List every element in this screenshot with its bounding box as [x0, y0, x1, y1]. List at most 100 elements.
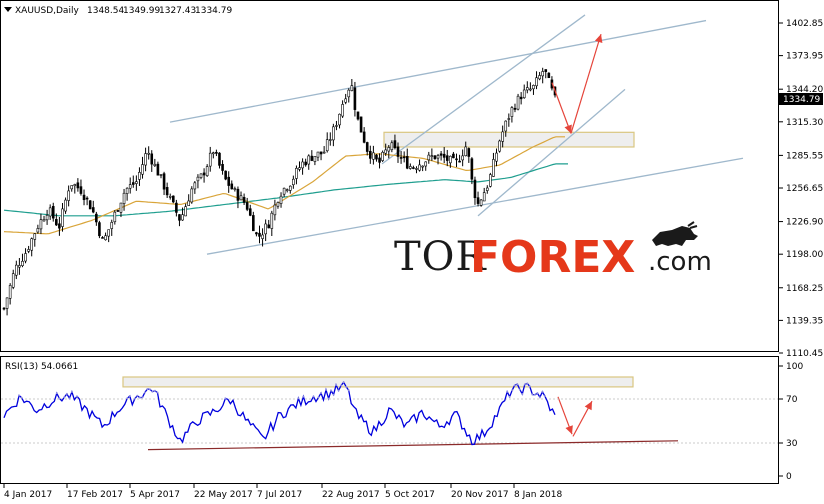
candle-body: [125, 187, 129, 194]
rsi-overbought-mark: [58, 397, 61, 400]
candle-body: [347, 89, 351, 98]
candle-body: [273, 204, 277, 216]
candle-body: [178, 214, 181, 221]
time-tick-label: 22 May 2017: [194, 490, 253, 500]
price-tick-label: 1315.30: [786, 118, 823, 128]
candle-body: [295, 168, 298, 179]
rsi-overbought-mark: [340, 384, 343, 387]
dropdown-triangle-icon[interactable]: [4, 7, 12, 12]
rsi-overbought-mark: [337, 389, 340, 392]
candle-body: [128, 184, 132, 189]
candle-body: [341, 104, 344, 117]
candle-body: [412, 167, 415, 169]
candle-body: [452, 153, 455, 159]
candle-body: [338, 113, 341, 126]
candle-body: [513, 107, 517, 110]
brand-forex: FOREX: [470, 232, 635, 283]
rsi-overbought-mark: [297, 397, 300, 400]
rsi-tick-label: 30: [786, 439, 798, 449]
rsi-overbought-mark: [513, 384, 516, 387]
candle-body: [264, 223, 267, 235]
candle-body: [449, 155, 452, 164]
rsi-support-line: [147, 440, 679, 451]
candle-body: [525, 87, 529, 91]
candle-body: [227, 176, 231, 186]
candle-body: [261, 234, 264, 239]
candle-body: [356, 111, 360, 120]
rsi-overbought-mark: [511, 389, 514, 392]
candle-body: [187, 200, 190, 206]
rsi-overbought-mark: [506, 390, 509, 393]
candle-body: [48, 207, 52, 217]
candle-body: [430, 155, 434, 157]
rsi-overbought-mark: [65, 392, 68, 395]
candle-body: [212, 152, 215, 155]
candle-body: [242, 197, 246, 203]
bull-icon: [652, 221, 698, 246]
rsi-overbought-mark: [126, 397, 129, 400]
rsi-overbought-mark: [141, 396, 144, 399]
candle-body: [248, 208, 252, 216]
time-tick-label: 7 Jul 2017: [257, 490, 302, 500]
rsi-overbought-mark: [541, 390, 544, 393]
rsi-panel-frame: [0, 356, 779, 484]
candle-body: [193, 182, 197, 190]
rsi-overbought-mark: [18, 394, 21, 397]
candle-body: [218, 152, 221, 166]
rsi-line: [3, 381, 556, 446]
price-tick-label: 1110.45: [786, 349, 823, 359]
candle-body: [15, 264, 18, 276]
candle-body: [236, 188, 240, 201]
candle-body: [73, 184, 77, 187]
rsi-overbought-mark: [63, 396, 66, 399]
candle-body: [165, 187, 169, 196]
candle-body: [313, 156, 317, 162]
rsi-overbought-mark: [508, 395, 511, 398]
candle-body: [70, 185, 74, 190]
candle-body: [522, 89, 526, 99]
forecast-arrows: [551, 33, 603, 437]
candle-body: [39, 219, 43, 230]
rsi-overbought-mark: [543, 395, 546, 398]
rsi-overbought-mark: [143, 391, 146, 394]
time-tick-label: 5 Apr 2017: [130, 490, 180, 500]
candle-body: [516, 95, 520, 110]
rsi-overbought-mark: [317, 396, 320, 399]
candle-body: [399, 157, 403, 159]
candle-body: [138, 172, 141, 180]
rsi-overbought-mark: [516, 383, 519, 386]
candle-body: [67, 190, 70, 201]
rsi-overbought-mark: [521, 392, 524, 395]
candle-body: [79, 186, 83, 194]
current-price-label: 1334.79: [783, 95, 820, 105]
rsi-overbought-mark: [224, 397, 227, 400]
candle-body: [529, 88, 532, 91]
candle-body: [245, 202, 249, 210]
rsi-overbought-mark: [70, 390, 73, 393]
candle-body: [61, 208, 64, 227]
candle-body: [285, 189, 289, 191]
candle-body: [433, 155, 437, 160]
candle-body: [498, 140, 501, 152]
candle-body: [544, 69, 548, 72]
candle-body: [292, 178, 295, 186]
candle-body: [335, 125, 338, 127]
price-tick-label: 1168.25: [786, 284, 823, 294]
candle-body: [168, 195, 172, 198]
candle-body: [270, 212, 274, 229]
candle-body: [255, 232, 258, 235]
rsi-overbought-mark: [302, 395, 305, 398]
candle-body: [365, 142, 369, 152]
candlesticks: [2, 67, 557, 316]
candle-body: [415, 168, 418, 170]
rsi-layer: [1, 376, 778, 451]
candle-body: [369, 150, 372, 159]
candle-body: [5, 297, 9, 309]
candle-body: [519, 96, 523, 100]
candle-body: [11, 273, 15, 288]
rsi-overbought-mark: [68, 397, 71, 400]
candle-body: [288, 185, 292, 191]
price-tick-label: 1285.55: [786, 151, 823, 161]
candle-body: [495, 152, 498, 162]
candle-body: [215, 151, 218, 154]
